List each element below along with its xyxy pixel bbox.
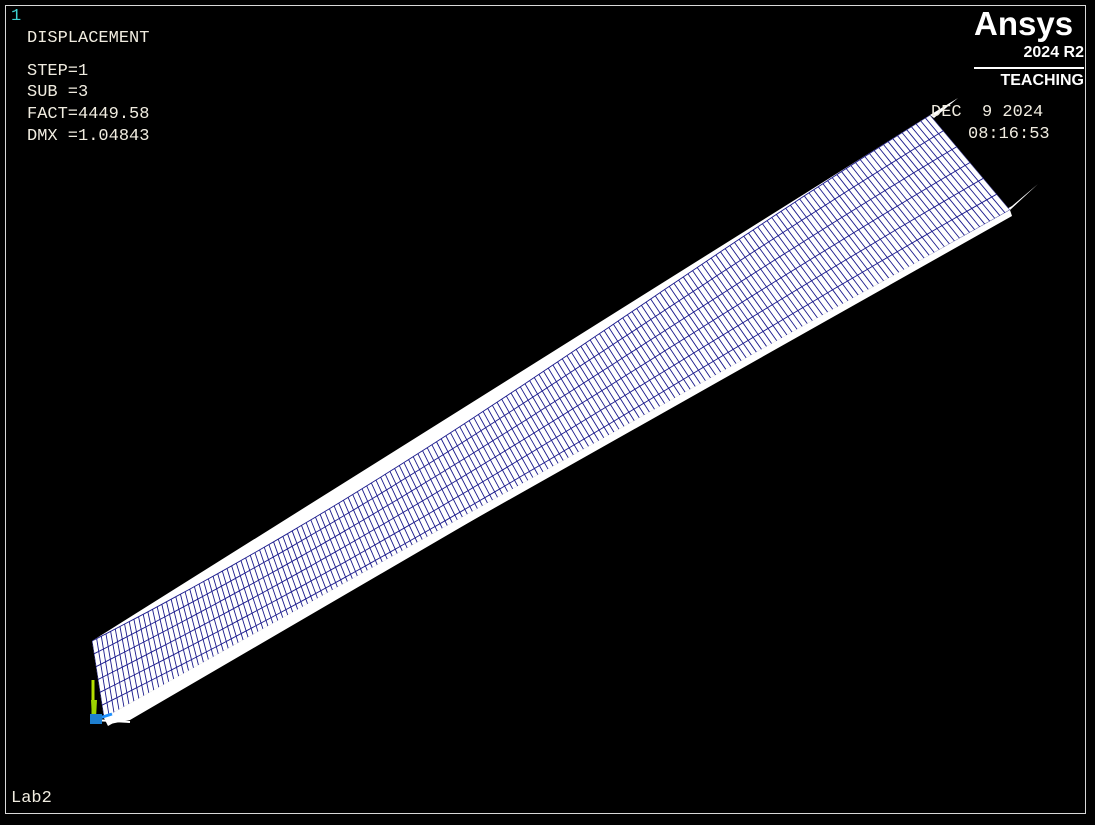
graphics-frame <box>5 5 1086 814</box>
mesh-long-line <box>97 162 971 680</box>
mesh-long-line <box>101 193 997 706</box>
step-value: STEP=1 <box>27 62 89 81</box>
mesh-long-line <box>92 115 931 642</box>
plot-title-label: Lab2 <box>11 789 52 808</box>
max-displacement-value: DMX =1.04843 <box>27 127 150 146</box>
scale-factor-value: FACT=4449.58 <box>27 105 150 124</box>
mesh-long-line <box>99 177 984 693</box>
logo-divider <box>974 67 1084 69</box>
beam-lower-strip <box>104 210 1012 726</box>
mesh-long-line <box>93 130 944 655</box>
mesh-long-line <box>95 146 957 668</box>
beam-tip-flange <box>930 98 958 118</box>
element-mesh-lines <box>92 115 1010 718</box>
logo-brand: Ansys <box>974 5 1074 42</box>
date-stamp: DEC 9 2024 <box>931 103 1044 122</box>
result-title: DISPLACEMENT <box>27 29 150 48</box>
time-stamp: 08:16:53 <box>968 125 1050 144</box>
logo-edition: TEACHING <box>1000 72 1084 89</box>
window-number: 1 <box>11 7 22 26</box>
substep-value: SUB =3 <box>27 83 89 102</box>
ansys-logo: Ansys 2024 R2 TEACHING <box>972 6 1086 96</box>
logo-version: 2024 R2 <box>1023 44 1085 61</box>
global-axis-triad-icon <box>90 680 131 724</box>
